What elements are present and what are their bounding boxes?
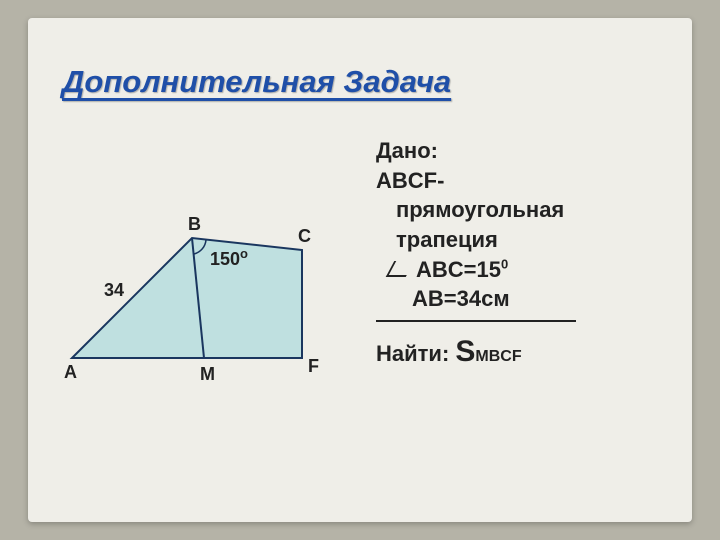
find-line: Найти: SMBCF	[376, 332, 676, 373]
point-label-a: A	[64, 362, 77, 383]
angle-text: ABC=15	[416, 257, 501, 282]
problem-text: Дано: ABCF- прямоугольная трапеция ABC=1…	[376, 136, 676, 373]
geometry-diagram: A B C F M 34 150о	[62, 188, 362, 408]
find-subscript: MBCF	[475, 348, 521, 365]
angle-icon	[386, 261, 415, 277]
find-label: Найти:	[376, 341, 449, 366]
given-line2: прямоугольная	[376, 195, 676, 225]
find-s-symbol: S	[455, 335, 475, 368]
angle-degree-symbol: о	[240, 246, 248, 261]
angle-label-b: 150о	[210, 246, 248, 270]
divider-line	[376, 320, 576, 322]
side-label-ab: 34	[104, 280, 124, 301]
given-line1: ABCF-	[376, 166, 676, 196]
angle-deg-sup: 0	[501, 256, 508, 271]
slide-title: Дополнительная Задача	[62, 64, 451, 100]
given-line3: трапеция	[376, 225, 676, 255]
angle-value: 150	[210, 249, 240, 269]
point-label-f: F	[308, 356, 319, 377]
point-label-b: B	[188, 214, 201, 235]
given-ab-line: AB=34см	[376, 284, 676, 314]
point-label-m: M	[200, 364, 215, 385]
given-angle-line: ABC=150	[376, 255, 676, 285]
point-label-c: C	[298, 226, 311, 247]
given-heading: Дано:	[376, 136, 676, 166]
